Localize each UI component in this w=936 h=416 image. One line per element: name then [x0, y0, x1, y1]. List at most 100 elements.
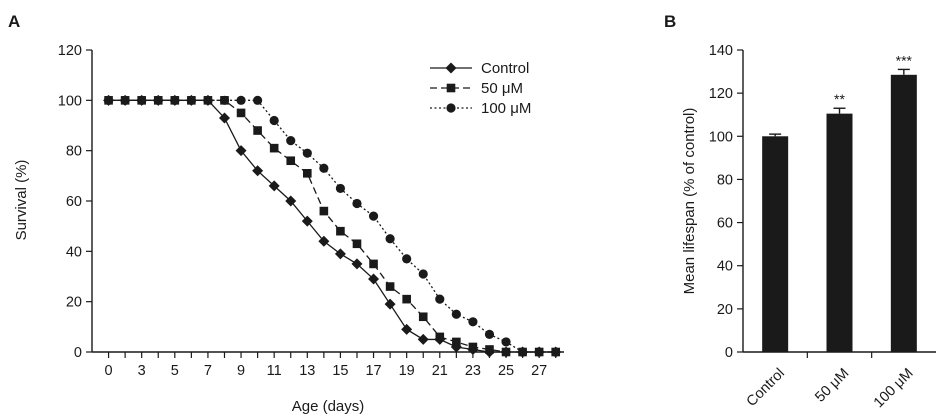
panel-a-x-tick-label: 5	[171, 363, 179, 379]
data-point	[334, 248, 346, 260]
panel-b-y-tick-label: 40	[717, 259, 733, 275]
data-point	[501, 347, 511, 357]
data-point	[451, 309, 461, 319]
data-point	[302, 169, 312, 178]
data-point	[103, 95, 114, 105]
panel-b-category-label: Control	[744, 366, 788, 410]
data-point	[551, 347, 561, 357]
panel-b-lifespan-chart: B Mean lifespan (% of control) 0 20 40 60 80…	[664, 12, 936, 411]
data-point	[318, 235, 330, 247]
panel-b-y-tick-label: 0	[725, 345, 733, 361]
panel-a-series	[103, 94, 562, 358]
data-point	[369, 259, 378, 269]
data-point	[301, 215, 313, 227]
data-point	[384, 298, 396, 310]
panel-b-y-axis-title: Mean lifespan (% of control)	[681, 108, 698, 295]
panel-a-x-tick-label: 13	[299, 363, 315, 379]
data-point	[268, 180, 280, 192]
panel-a-ticks: 0 20 40 60 80 100 120 0 3 5 7 9 11 13 15 17 19 21 23 25 27	[58, 43, 557, 379]
panel-a-y-tick-label: 0	[74, 345, 82, 361]
data-point	[253, 126, 262, 135]
panel-b-category-label: 100 μM	[871, 366, 917, 412]
series-diamond	[103, 94, 562, 358]
legend-marker	[446, 83, 456, 93]
panel-a-y-tick-label: 60	[66, 194, 82, 210]
panel-a-survival-chart: A Survival (%) Age (days) 0 20 40 60 80 100 12…	[8, 12, 564, 415]
bar	[890, 74, 917, 353]
significance-marker: ***	[896, 52, 913, 68]
legend-marker	[446, 103, 456, 113]
data-point	[302, 148, 312, 158]
data-point	[285, 195, 297, 207]
series-line	[108, 99, 556, 353]
panel-a-y-tick-label: 80	[66, 144, 82, 160]
data-point	[236, 108, 246, 118]
panel-a-x-axis-title: Age (days)	[292, 398, 365, 415]
data-point	[319, 163, 329, 173]
legend-label: Control	[481, 60, 529, 77]
series-line	[108, 99, 556, 353]
panel-a-x-tick-label: 21	[432, 363, 448, 379]
panel-a-x-tick-label: 23	[465, 363, 481, 379]
panel-b-bars: Control ** 50 μM *** 100 μM	[744, 52, 917, 411]
data-point	[235, 145, 247, 157]
data-point	[203, 95, 213, 105]
data-point	[452, 337, 461, 347]
data-point	[170, 95, 180, 105]
panel-a-y-axis-title: Survival (%)	[13, 160, 30, 241]
legend-label: 50 μM	[481, 80, 523, 97]
panel-a-x-tick-label: 27	[531, 363, 547, 379]
data-point	[368, 211, 379, 221]
data-point	[336, 226, 345, 236]
panel-b-ticks: 0 20 40 60 80 100 120 140	[709, 43, 743, 361]
data-point	[485, 345, 494, 354]
bar	[826, 113, 853, 352]
data-point	[417, 333, 429, 345]
data-point	[253, 95, 263, 105]
data-point	[385, 282, 395, 291]
data-point	[468, 317, 478, 327]
data-point	[319, 206, 329, 216]
series-square	[104, 96, 561, 357]
data-point	[137, 95, 147, 105]
panel-a-y-tick-label: 40	[66, 244, 82, 260]
panel-b-y-tick-label: 100	[709, 129, 733, 145]
data-point	[236, 95, 246, 105]
data-point	[269, 143, 279, 153]
panel-b-y-tick-label: 60	[717, 216, 733, 232]
data-point	[252, 165, 264, 177]
data-point	[385, 234, 395, 244]
panel-a-y-tick-label: 120	[58, 43, 82, 59]
legend-marker	[445, 62, 457, 74]
panel-b-y-tick-label: 80	[717, 172, 733, 188]
series-line	[108, 99, 556, 353]
panel-a-x-tick-label: 15	[332, 363, 348, 379]
panel-b-y-tick-label: 120	[709, 86, 733, 102]
data-point	[186, 95, 196, 105]
data-point	[435, 332, 445, 342]
panel-a-x-tick-label: 19	[399, 363, 415, 379]
panel-b-label: B	[664, 12, 676, 31]
data-point	[534, 347, 544, 357]
data-point	[402, 294, 411, 304]
panel-a-legend: Control 50 μM 100 μM	[430, 60, 531, 117]
data-point	[286, 136, 296, 146]
panel-b-y-tick-label: 140	[709, 43, 733, 59]
panel-a-x-tick-label: 0	[105, 363, 113, 379]
panel-a-x-tick-label: 17	[365, 363, 381, 379]
data-point	[501, 337, 511, 347]
data-point	[368, 273, 380, 285]
legend-label: 100 μM	[481, 100, 531, 117]
data-point	[402, 254, 412, 264]
panel-a-label: A	[8, 12, 20, 31]
data-point	[153, 95, 163, 105]
significance-marker: **	[834, 91, 845, 107]
data-point	[418, 269, 428, 279]
data-point	[286, 156, 296, 166]
data-point	[401, 323, 413, 335]
panel-a-x-tick-label: 7	[204, 363, 212, 379]
panel-a-y-tick-label: 100	[58, 93, 82, 109]
data-point	[219, 95, 230, 105]
data-point	[352, 239, 362, 249]
bar	[762, 136, 789, 352]
